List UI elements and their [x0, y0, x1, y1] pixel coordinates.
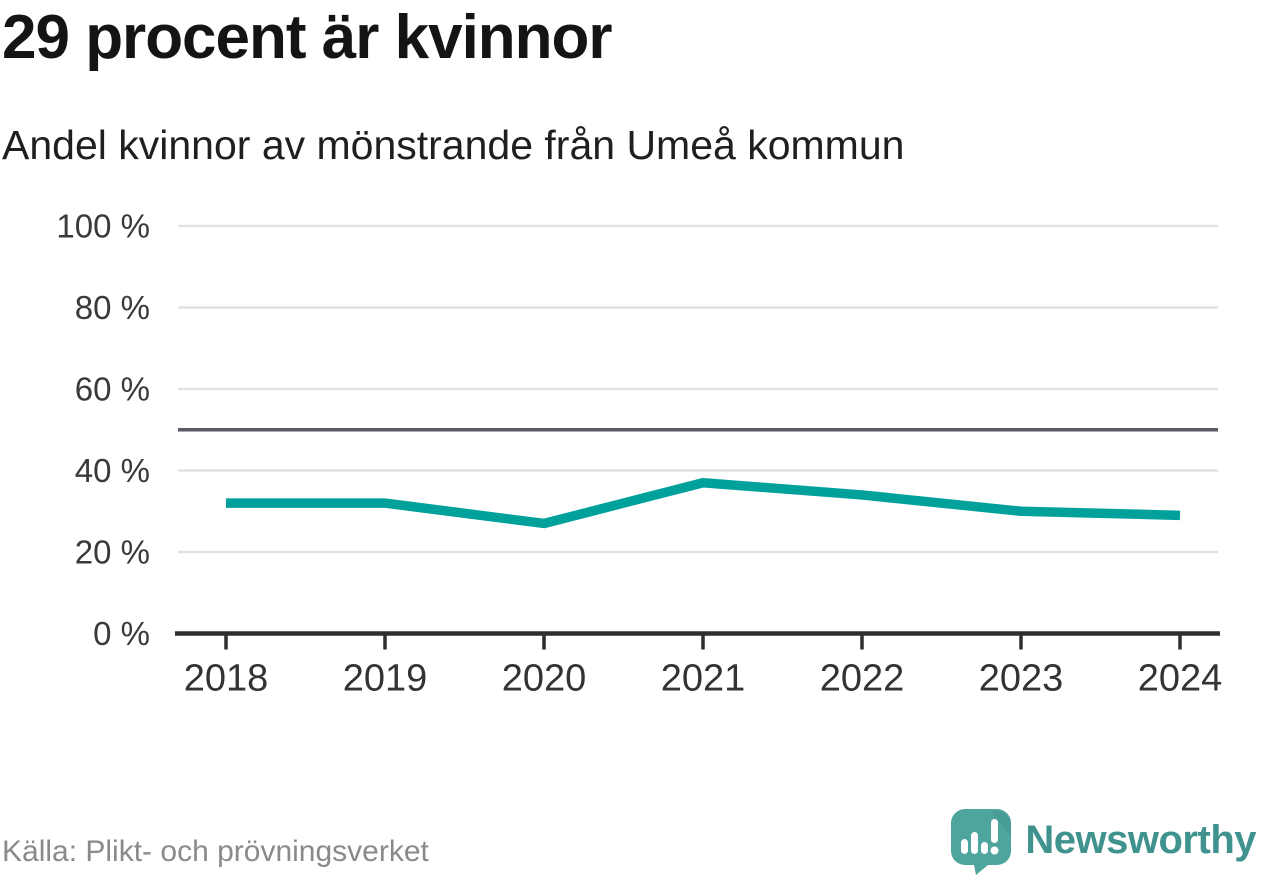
- y-tick-label-100: 100 %: [56, 208, 150, 245]
- x-tick-label-2019: 2019: [343, 658, 428, 700]
- x-tick-label-2022: 2022: [820, 658, 905, 700]
- y-tick-label-0: 0 %: [93, 615, 150, 652]
- y-tick-label-40: 40 %: [75, 452, 150, 489]
- x-tick-label-2018: 2018: [184, 658, 269, 700]
- y-tick-label-60: 60 %: [75, 371, 150, 408]
- source-caption: Källa: Plikt- och prövningsverket: [2, 834, 429, 868]
- data-line-andel-kvinnor-av-m-nstrande: [226, 477, 1181, 529]
- page-subtitle: Andel kvinnor av mönstrande från Umeå ko…: [2, 122, 905, 168]
- brand-wordmark: Newsworthy: [1025, 818, 1256, 862]
- x-tick-label-2021: 2021: [661, 658, 746, 700]
- footer: Källa: Plikt- och prövningsverket Newswo…: [2, 802, 1256, 879]
- line-chart: 0 % 20 % 40 % 60 % 80 % 100 % 2018 2019 2020 2021…: [56, 208, 1223, 700]
- y-tick-label-20: 20 %: [75, 534, 150, 571]
- y-tick-label-80: 80 %: [75, 289, 150, 326]
- newsworthy-chart-bubble-icon: [951, 808, 1012, 875]
- x-tick-label-2020: 2020: [502, 658, 587, 700]
- page-title: 29 procent är kvinnor: [2, 3, 613, 72]
- x-tick-label-2024: 2024: [1138, 658, 1223, 700]
- newsworthy-logo: Newsworthy: [949, 807, 1256, 875]
- x-tick-label-2023: 2023: [979, 658, 1064, 700]
